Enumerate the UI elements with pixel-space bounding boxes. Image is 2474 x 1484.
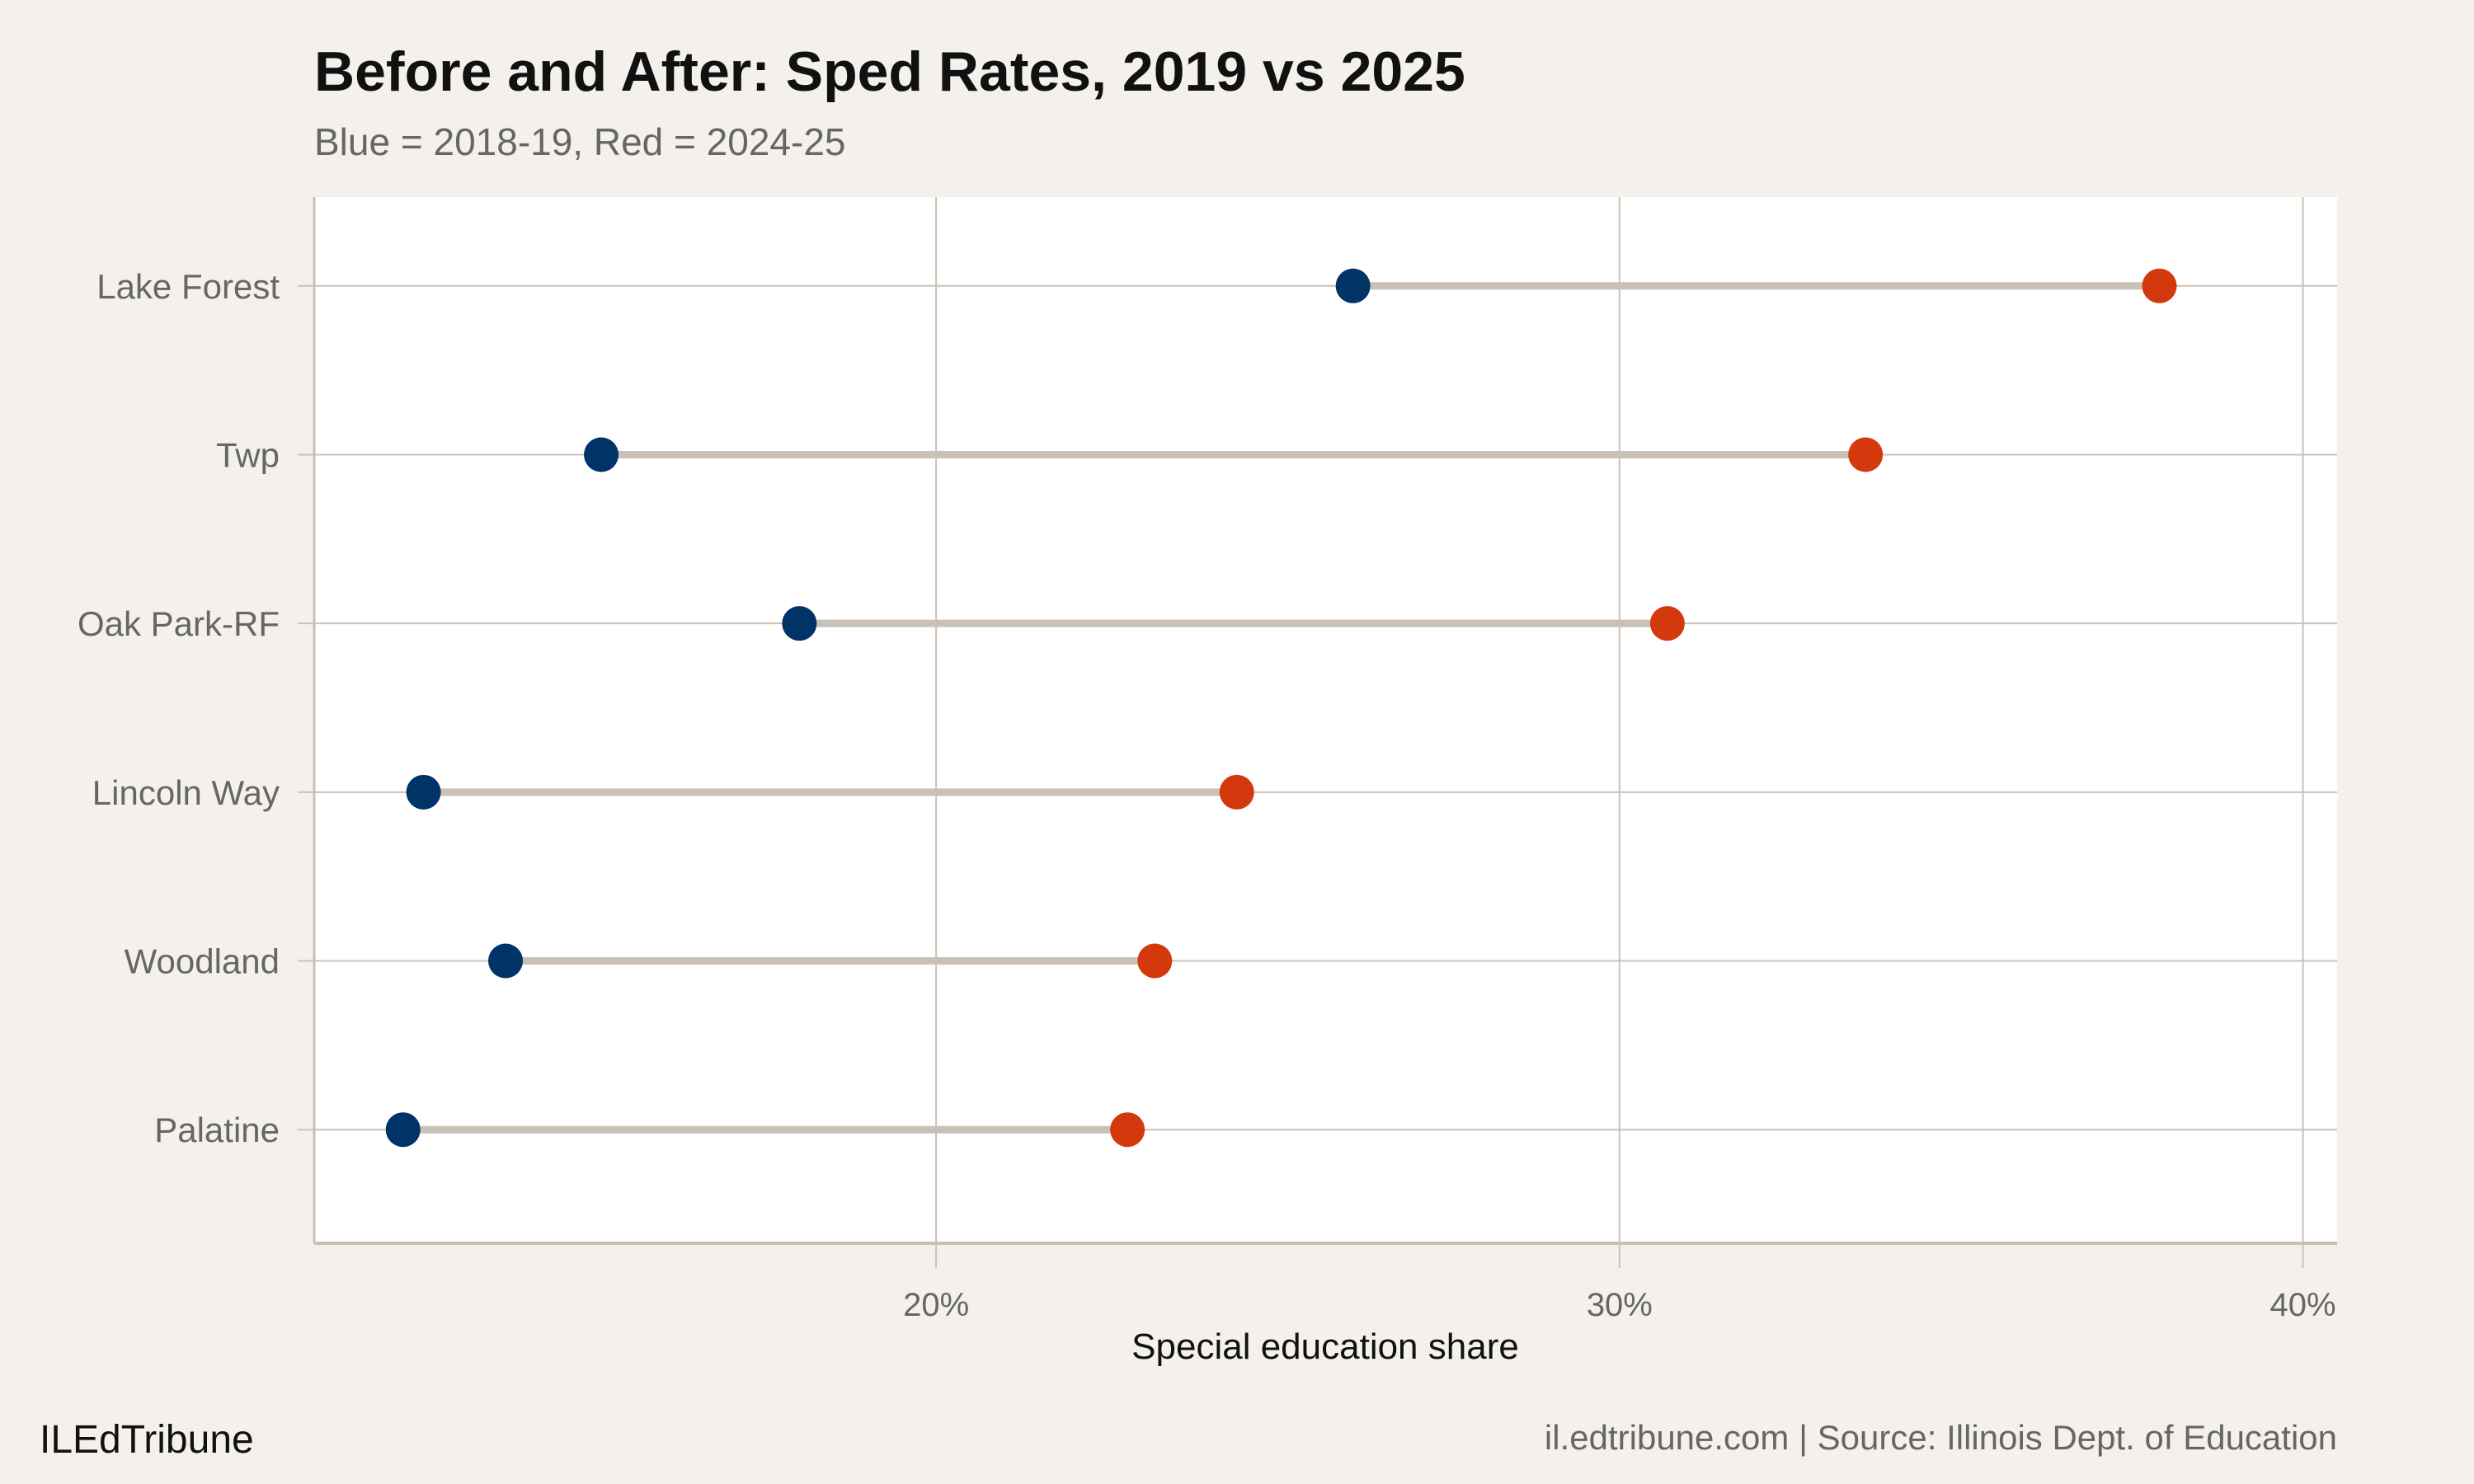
point-after xyxy=(1110,1112,1145,1148)
chart-marks xyxy=(385,268,2177,1148)
chart-subtitle: Blue = 2018-19, Red = 2024-25 xyxy=(314,120,846,163)
point-after xyxy=(1137,943,1173,979)
plot-area xyxy=(314,197,2337,1243)
point-before xyxy=(584,437,619,472)
y-category-label: Lake Forest xyxy=(96,267,280,306)
y-category-label: Palatine xyxy=(154,1111,280,1149)
chart-title: Before and After: Sped Rates, 2019 vs 20… xyxy=(314,40,1465,103)
point-before xyxy=(782,606,817,641)
point-after xyxy=(1649,606,1685,641)
point-before xyxy=(406,774,441,810)
y-category-label: Twp xyxy=(216,435,280,474)
brand-logo-text: ILEdTribune xyxy=(40,1418,254,1462)
point-after xyxy=(1219,774,1254,810)
x-tick-label: 40% xyxy=(2270,1287,2336,1323)
point-before xyxy=(488,943,524,979)
x-axis-label: Special education share xyxy=(1131,1327,1519,1367)
y-axis-labels: Lake Forest Twp Oak Park-RF Lincoln Way Wood… xyxy=(78,267,280,1149)
y-category-label: Lincoln Way xyxy=(92,773,280,812)
point-before xyxy=(1335,268,1371,303)
source-note: il.edtribune.com | Source: Illinois Dept… xyxy=(1545,1418,2337,1457)
y-category-label: Oak Park-RF xyxy=(78,604,280,643)
point-after xyxy=(2142,268,2177,303)
x-axis-ticks: 20% 30% 40% xyxy=(903,1287,2335,1323)
x-tick-label: 30% xyxy=(1587,1287,1653,1323)
point-after xyxy=(1848,437,1884,472)
x-tick-label: 20% xyxy=(903,1287,969,1323)
point-before xyxy=(385,1112,421,1148)
y-category-label: Woodland xyxy=(125,942,280,981)
